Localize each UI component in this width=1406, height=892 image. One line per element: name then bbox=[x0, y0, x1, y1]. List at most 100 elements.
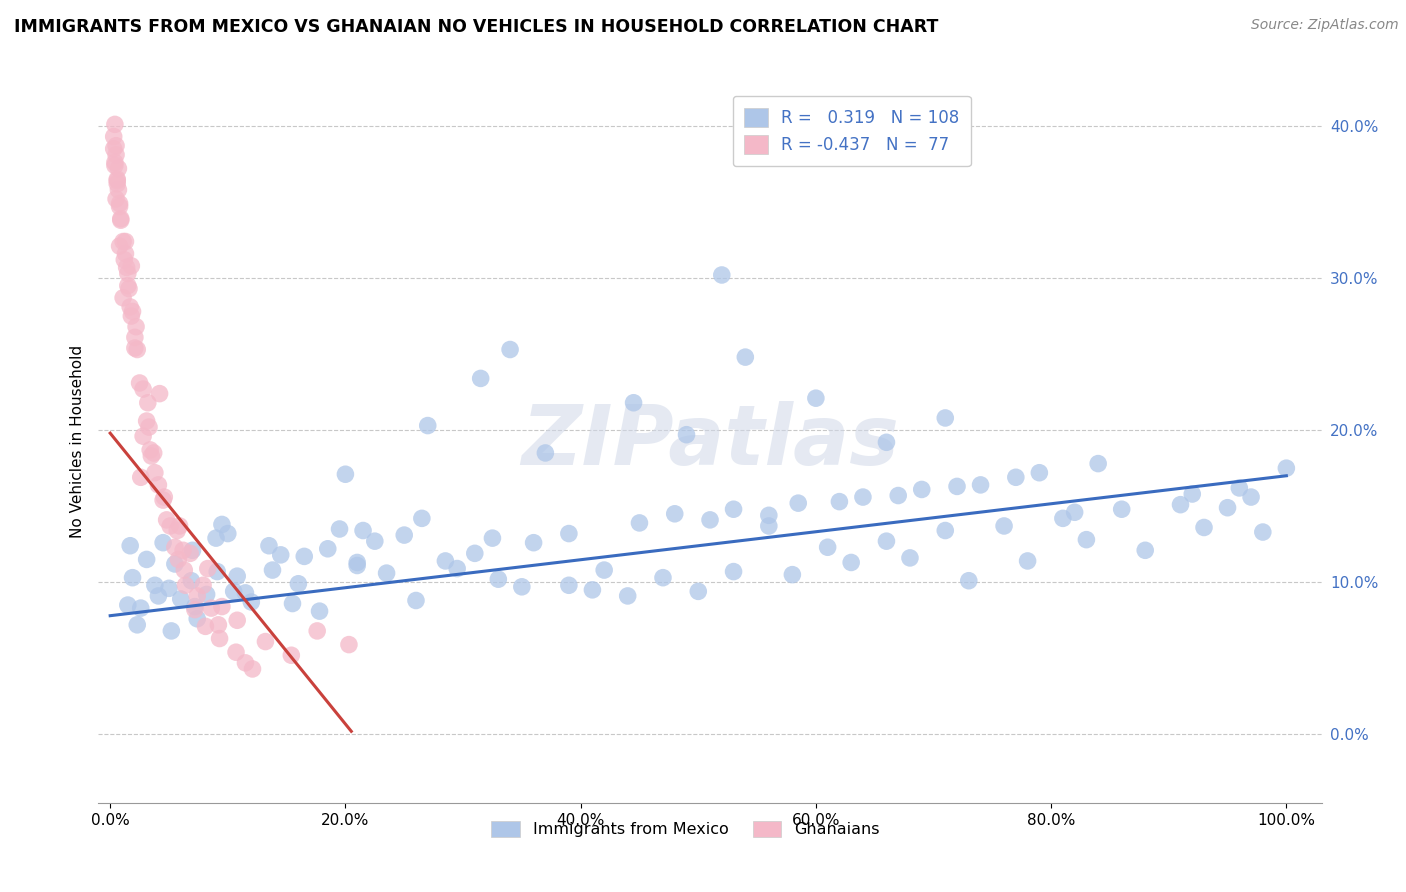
Point bbox=[510, 580, 533, 594]
Point bbox=[124, 330, 146, 344]
Point bbox=[787, 496, 810, 510]
Point bbox=[346, 558, 368, 573]
Point bbox=[120, 300, 142, 314]
Point bbox=[375, 566, 398, 581]
Point bbox=[163, 541, 186, 555]
Point bbox=[173, 563, 195, 577]
Point bbox=[186, 612, 208, 626]
Point bbox=[184, 602, 207, 616]
Point bbox=[195, 587, 218, 601]
Text: IMMIGRANTS FROM MEXICO VS GHANAIAN NO VEHICLES IN HOUSEHOLD CORRELATION CHART: IMMIGRANTS FROM MEXICO VS GHANAIAN NO VE… bbox=[14, 18, 938, 36]
Point bbox=[143, 466, 166, 480]
Point bbox=[172, 543, 194, 558]
Point bbox=[934, 524, 956, 538]
Point bbox=[1111, 502, 1133, 516]
Point bbox=[723, 565, 745, 579]
Point bbox=[105, 174, 128, 188]
Point bbox=[499, 343, 522, 357]
Point bbox=[110, 213, 132, 227]
Point bbox=[143, 578, 166, 592]
Point bbox=[103, 129, 125, 144]
Point bbox=[132, 382, 155, 396]
Point bbox=[112, 235, 135, 249]
Y-axis label: No Vehicles in Household: No Vehicles in Household bbox=[69, 345, 84, 538]
Point bbox=[911, 483, 934, 497]
Point bbox=[287, 576, 309, 591]
Point bbox=[558, 526, 581, 541]
Point bbox=[163, 557, 186, 571]
Point bbox=[235, 586, 257, 600]
Point bbox=[115, 260, 138, 275]
Point bbox=[1076, 533, 1098, 547]
Point bbox=[254, 634, 277, 648]
Point bbox=[1017, 554, 1039, 568]
Point bbox=[1170, 498, 1192, 512]
Point bbox=[108, 196, 131, 211]
Point bbox=[127, 617, 149, 632]
Point bbox=[120, 539, 142, 553]
Point bbox=[328, 522, 350, 536]
Point bbox=[1181, 487, 1204, 501]
Point bbox=[308, 604, 330, 618]
Point bbox=[181, 543, 204, 558]
Point bbox=[1087, 457, 1109, 471]
Point bbox=[782, 567, 804, 582]
Point bbox=[1251, 524, 1274, 539]
Point bbox=[817, 541, 839, 555]
Point bbox=[394, 528, 416, 542]
Point bbox=[159, 519, 181, 533]
Point bbox=[346, 556, 368, 570]
Point bbox=[758, 519, 780, 533]
Point bbox=[118, 282, 141, 296]
Point bbox=[136, 396, 159, 410]
Point bbox=[262, 563, 284, 577]
Point bbox=[616, 589, 638, 603]
Point bbox=[197, 561, 219, 575]
Point bbox=[969, 478, 991, 492]
Point bbox=[148, 478, 170, 492]
Point bbox=[200, 601, 222, 615]
Point bbox=[217, 526, 239, 541]
Point bbox=[121, 304, 143, 318]
Point bbox=[138, 420, 160, 434]
Point bbox=[167, 552, 190, 566]
Point bbox=[112, 291, 135, 305]
Point bbox=[104, 117, 127, 131]
Point bbox=[174, 578, 197, 592]
Point bbox=[652, 571, 675, 585]
Point bbox=[470, 371, 492, 385]
Point bbox=[105, 172, 128, 186]
Point bbox=[117, 598, 139, 612]
Point bbox=[1192, 520, 1215, 534]
Point bbox=[104, 155, 127, 169]
Point bbox=[152, 535, 174, 549]
Point bbox=[758, 508, 780, 523]
Point bbox=[153, 490, 176, 504]
Point bbox=[316, 541, 339, 556]
Point bbox=[523, 535, 546, 549]
Point bbox=[107, 161, 129, 176]
Point bbox=[132, 429, 155, 443]
Point bbox=[170, 591, 193, 606]
Point bbox=[166, 524, 188, 538]
Point bbox=[160, 624, 183, 638]
Point bbox=[114, 235, 136, 249]
Point bbox=[180, 574, 202, 588]
Point bbox=[205, 531, 228, 545]
Point bbox=[710, 268, 733, 282]
Point bbox=[434, 554, 457, 568]
Point bbox=[688, 584, 710, 599]
Point bbox=[149, 386, 172, 401]
Point bbox=[207, 617, 229, 632]
Point bbox=[934, 411, 956, 425]
Point bbox=[114, 246, 136, 260]
Point bbox=[1063, 505, 1085, 519]
Point bbox=[124, 341, 146, 355]
Point bbox=[129, 601, 152, 615]
Point bbox=[828, 494, 851, 508]
Point bbox=[623, 396, 645, 410]
Point bbox=[108, 200, 131, 214]
Point bbox=[335, 467, 357, 482]
Point bbox=[1227, 481, 1250, 495]
Point bbox=[411, 511, 433, 525]
